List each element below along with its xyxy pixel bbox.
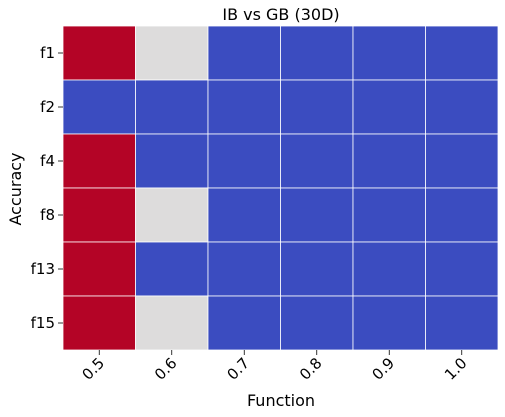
y-tick-label-f1: f1	[40, 44, 55, 62]
heatmap-cell-f8-0.6	[135, 187, 209, 243]
heatmap-cell-f2-0.9	[352, 79, 426, 135]
heatmap-cell-f1-1.0	[425, 25, 499, 81]
heatmap-cell-f13-0.8	[280, 241, 354, 297]
y-tick-label-f13: f13	[31, 260, 55, 278]
heatmap-cell-f15-0.9	[352, 295, 426, 351]
chart-title: IB vs GB (30D)	[222, 5, 339, 24]
x-tick-label-0.5: 0.5	[78, 354, 108, 384]
x-tick-label-0.6: 0.6	[151, 354, 181, 384]
x-tick-label-0.9: 0.9	[368, 354, 398, 384]
heatmap-cell-f1-0.8	[280, 25, 354, 81]
heatmap-cell-f2-0.6	[135, 79, 209, 135]
heatmap-cell-f13-0.6	[135, 241, 209, 297]
heatmap-cell-f4-0.5	[62, 133, 136, 189]
y-tick-label-f2: f2	[40, 98, 55, 116]
heatmap-cell-f15-0.6	[135, 295, 209, 351]
y-axis-label: Accuracy	[6, 152, 25, 225]
y-tick-label-f4: f4	[40, 152, 55, 170]
heatmap-cell-f8-0.5	[62, 187, 136, 243]
heatmap-cell-f1-0.7	[207, 25, 281, 81]
heatmap-cell-f4-1.0	[425, 133, 499, 189]
x-tick-label-1.0: 1.0	[441, 354, 471, 384]
y-tick-label-f8: f8	[40, 206, 55, 224]
heatmap-cell-f1-0.9	[352, 25, 426, 81]
heatmap-cell-f15-0.8	[280, 295, 354, 351]
x-tick-label-0.8: 0.8	[296, 354, 326, 384]
heatmap-cell-f4-0.7	[207, 133, 281, 189]
y-tick-label-f15: f15	[31, 314, 55, 332]
heatmap-cell-f2-0.8	[280, 79, 354, 135]
heatmap-cell-f2-0.7	[207, 79, 281, 135]
heatmap-cell-f8-0.8	[280, 187, 354, 243]
heatmap-cell-f15-1.0	[425, 295, 499, 351]
x-axis-label: Function	[247, 391, 315, 410]
heatmap-cell-f4-0.8	[280, 133, 354, 189]
heatmap-cell-f2-0.5	[62, 79, 136, 135]
heatmap-cells	[62, 25, 499, 351]
heatmap-cell-f15-0.7	[207, 295, 281, 351]
heatmap-cell-f8-0.9	[352, 187, 426, 243]
heatmap-cell-f8-1.0	[425, 187, 499, 243]
y-tick-labels: f1 f2 f4 f8 f13 f15	[31, 44, 63, 332]
heatmap-cell-f2-1.0	[425, 79, 499, 135]
heatmap-cell-f13-0.7	[207, 241, 281, 297]
heatmap-cell-f8-0.7	[207, 187, 281, 243]
heatmap-cell-f15-0.5	[62, 295, 136, 351]
heatmap-cell-f4-0.9	[352, 133, 426, 189]
x-tick-label-0.7: 0.7	[223, 354, 253, 384]
heatmap-cell-f13-0.9	[352, 241, 426, 297]
heatmap-cell-f13-0.5	[62, 241, 136, 297]
x-tick-labels: 0.5 0.6 0.7 0.8 0.9 1.0	[78, 350, 471, 384]
heatmap-cell-f4-0.6	[135, 133, 209, 189]
heatmap-cell-f13-1.0	[425, 241, 499, 297]
heatmap-cell-f1-0.5	[62, 25, 136, 81]
heatmap-cell-f1-0.6	[135, 25, 209, 81]
